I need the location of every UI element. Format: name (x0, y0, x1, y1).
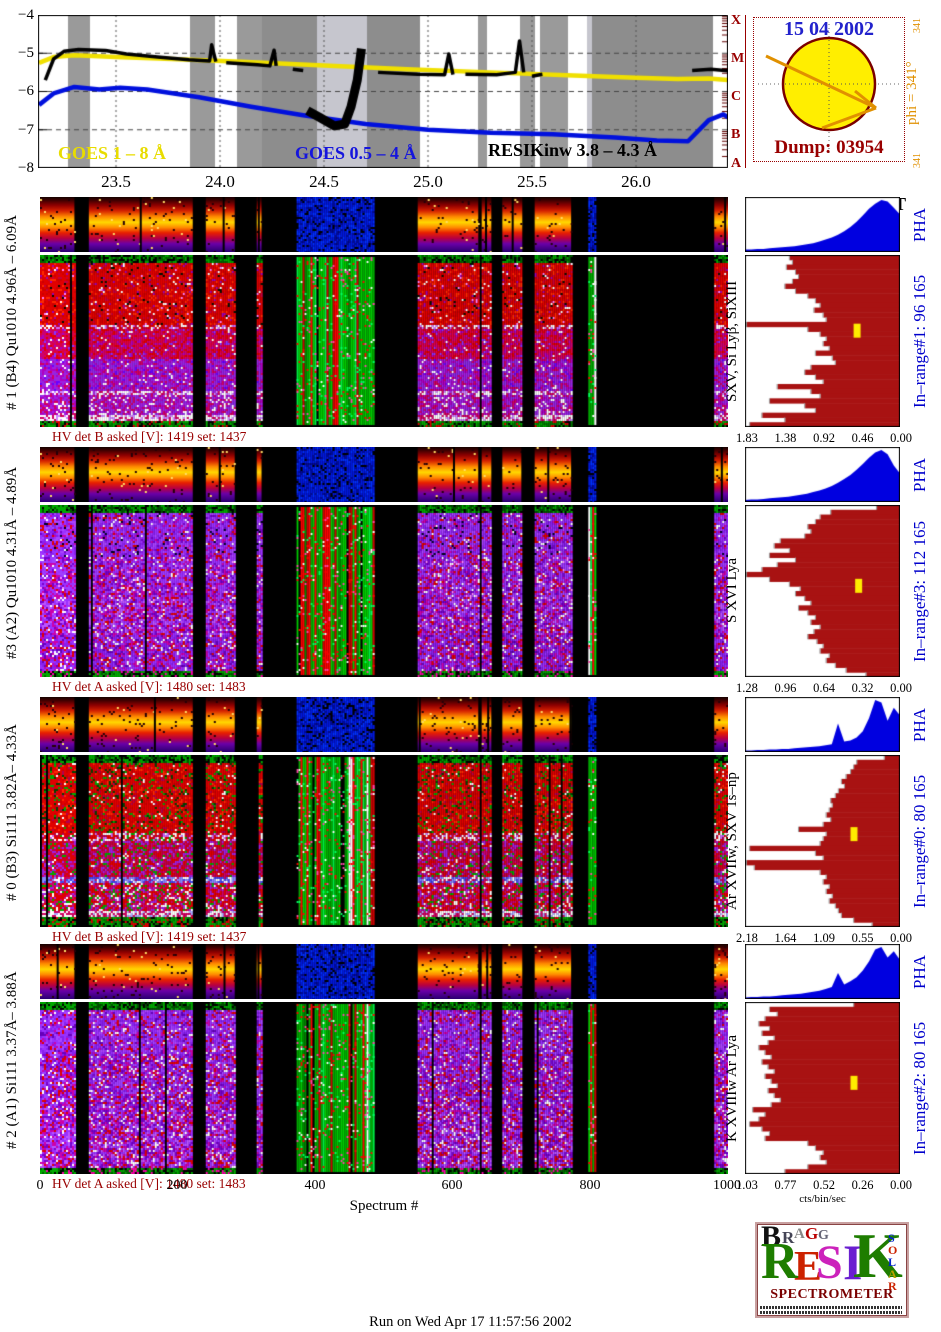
panel-1-pha-histogram (745, 197, 900, 252)
panel-1-hist-axis: 1.83 1.38 0.92 0.46 0.00 (736, 431, 912, 446)
panel-1-pha-label: PHA (910, 197, 934, 252)
spectrum-tick: 600 (424, 1178, 480, 1194)
hour-tick: 25.0 (398, 172, 458, 192)
hour-tick: 24.0 (190, 172, 250, 192)
dump-number: Dump: 03954 (754, 137, 904, 159)
panel-2-inrange-label: In–range#3: 112 165 (910, 505, 934, 677)
phi-angle-label: phi = 341° (904, 38, 921, 148)
panel-4-line-ids: K XVIIIw Ar Lya (724, 1002, 744, 1174)
resik-spectrometer-logo: B R A G G R E S I K S O L A R SPECTROMET… (755, 1222, 909, 1318)
panel-4-pha-label: PHA (910, 944, 934, 999)
panel-4-id-label: # 2 (A1) Si111 3.37Å– 3.88Å (4, 944, 28, 1176)
goes-short-label: GOES 0.5 – 4 Å (295, 143, 417, 164)
panel-3-inrange-label: In–range#0: 80 165 (910, 755, 934, 927)
panel-2-hv-status: HV det A asked [V]: 1480 set: 1483 (52, 679, 246, 695)
panel-3-spectrum-histogram (745, 755, 900, 927)
goes-class-m: M (731, 51, 744, 67)
panel-4-inrange-label: In–range#2: 80 165 (910, 1002, 934, 1174)
goes-long-label: GOES 1 – 8 Å (58, 143, 166, 164)
panel-4-main-spectrogram (40, 1002, 728, 1174)
panel-2-main-spectrogram (40, 505, 728, 677)
hist-units-label: cts/bin/sec (745, 1193, 900, 1205)
panel-4-pha-histogram (745, 944, 900, 999)
panel-2-strip-spectrogram (40, 447, 728, 502)
panel-2-spectrum-histogram (745, 505, 900, 677)
panel-3-hv-status: HV det B asked [V]: 1419 set: 1437 (52, 929, 246, 945)
resik-curve-label: RESIKinw 3.8 – 4.3 Å (488, 140, 657, 161)
spectrum-tick: 0 (12, 1178, 68, 1194)
panel-1-line-ids: SXV, Si Lyβ, SiXIII (724, 255, 744, 427)
logo-letter: S (816, 1239, 843, 1287)
goes-y-tick: −5 (8, 45, 34, 62)
panel-4-hist-axis: 1.03 0.77 0.52 0.26 0.00 (736, 1178, 912, 1193)
spectrum-axis-label: Spectrum # (314, 1198, 454, 1215)
panel-3-strip-spectrogram (40, 697, 728, 752)
resik-quicklook-page: −4 −5 −6 −7 −8 X M C B A GOES 1 – 8 Å GO… (0, 0, 941, 1332)
panel-1-spectrum-histogram (745, 255, 900, 427)
goes-y-tick: −7 (8, 122, 34, 139)
goes-y-tick: −6 (8, 83, 34, 100)
logo-letter: R (761, 1236, 799, 1288)
panel-1-main-spectrogram (40, 255, 728, 427)
goes-class-axis-line (745, 15, 746, 168)
goes-class-x: X (731, 13, 741, 29)
panel-2-line-ids: S XVI Lya (724, 505, 744, 677)
panel-3-pha-label: PHA (910, 697, 934, 752)
hour-tick: 25.5 (502, 172, 562, 192)
panel-1-hv-status: HV det B asked [V]: 1419 set: 1437 (52, 429, 246, 445)
panel-1-strip-spectrogram (40, 197, 728, 252)
goes-y-tick: −4 (8, 7, 34, 24)
spectrum-tick: 200 (149, 1178, 205, 1194)
panel-1-id-label: # 1 (B4) Qu1010 4.96Å – 6.09Å (4, 197, 28, 429)
logo-spectrometer-word: SPECTROMETER (757, 1288, 907, 1302)
panel-3-pha-histogram (745, 697, 900, 752)
panel-4-spectrum-histogram (745, 1002, 900, 1174)
observation-date: 15 04 2002 (754, 18, 904, 41)
panel-3-line-ids: Ar XVIIw, SXV 1s–np (724, 755, 744, 927)
hour-tick: 26.0 (606, 172, 666, 192)
spectrum-tick: 400 (287, 1178, 343, 1194)
phi-341-bottom: 341 (912, 148, 923, 174)
panel-1-inrange-label: In–range#1: 96 165 (910, 255, 934, 427)
logo-credits-line (760, 1306, 902, 1309)
goes-class-c: C (731, 89, 741, 105)
spectrum-tick: 1000 (699, 1178, 755, 1194)
goes-class-b: B (731, 127, 740, 143)
hour-tick: 24.5 (294, 172, 354, 192)
goes-y-tick: −8 (8, 160, 34, 177)
panel-2-id-label: #3 (A2) Qu1010 4.31Å – 4.89Å (4, 447, 28, 679)
phi-341-top: 341 (912, 13, 923, 39)
sun-pointing-box: 15 04 2002 Dump: 03954 (753, 17, 905, 162)
panel-4-strip-spectrogram (40, 944, 728, 999)
panel-2-pha-histogram (745, 447, 900, 502)
hour-tick: 23.5 (86, 172, 146, 192)
panel-3-main-spectrogram (40, 755, 728, 927)
spectrum-tick: 800 (562, 1178, 618, 1194)
goes-class-a: A (731, 156, 741, 172)
panel-2-hist-axis: 1.28 0.96 0.64 0.32 0.00 (736, 681, 912, 696)
panel-3-id-label: # 0 (B3) Si111 3.82Å– 4.33Å (4, 697, 28, 929)
panel-2-pha-label: PHA (910, 447, 934, 502)
run-timestamp: Run on Wed Apr 17 11:57:56 2002 (0, 1314, 941, 1331)
